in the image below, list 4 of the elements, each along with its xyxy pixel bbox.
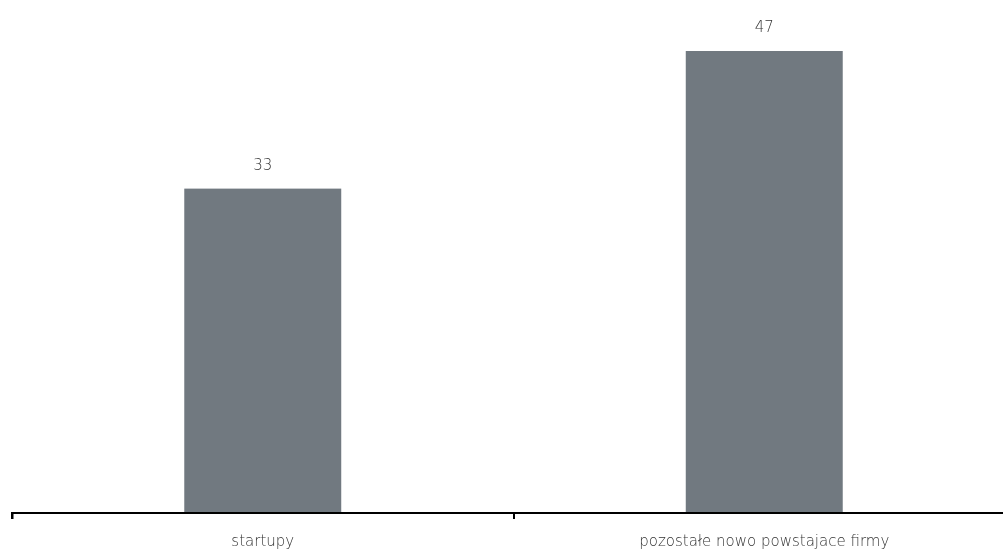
data-label: 33 bbox=[253, 155, 273, 174]
data-label: 47 bbox=[754, 18, 774, 36]
x-tick-label: pozostałe nowo powstajace firmy bbox=[639, 531, 890, 550]
x-tick-label: startupy bbox=[231, 531, 295, 550]
